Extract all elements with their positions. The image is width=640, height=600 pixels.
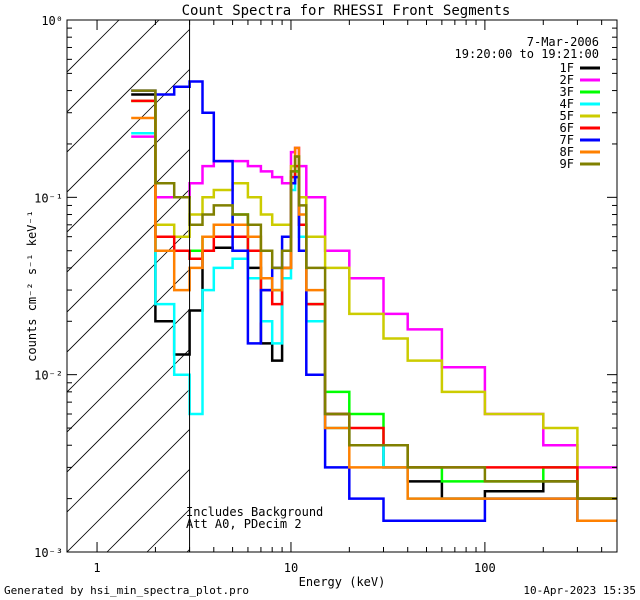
plot-frame (66, 19, 618, 553)
y-axis-label: counts cm⁻² s⁻¹ keV⁻¹ (25, 210, 39, 362)
legend-label-4F: 4F (560, 97, 574, 111)
x-tick-label: 100 (474, 561, 496, 575)
hatch-line (67, 20, 240, 193)
chart-title: Count Spectra for RHESSI Front Segments (182, 3, 511, 19)
legend-label-9F: 9F (560, 157, 574, 171)
y-tick-label: 10⁻² (34, 369, 63, 383)
legend-label-8F: 8F (560, 145, 574, 159)
legend-label-7F: 7F (560, 133, 574, 147)
hatch-line (67, 20, 160, 113)
legend-label-6F: 6F (560, 121, 574, 135)
hatch-mask (189, 20, 617, 552)
series-line-9F (131, 89, 617, 500)
legend-label-5F: 5F (560, 109, 574, 123)
generator-credit: Generated by hsi_min_spectra_plot.pro (4, 584, 250, 597)
attenuator-note: Att A0, PDecim 2 (186, 517, 302, 531)
y-tick-label: 10⁰ (41, 14, 63, 28)
chart-date: 7-Mar-2006 (527, 35, 599, 49)
legend-label-2F: 2F (560, 73, 574, 87)
plot-timestamp: 10-Apr-2023 15:35 (523, 584, 636, 597)
series-group (131, 80, 617, 523)
hatch-line (67, 20, 200, 153)
x-tick-label: 10 (284, 561, 298, 575)
hatch-line (67, 20, 120, 73)
x-tick-label: 1 (93, 561, 100, 575)
axes: 1 10 100 10⁻³ 10⁻² 10⁻¹ 10⁰ (34, 14, 617, 575)
legend-label-3F: 3F (560, 85, 574, 99)
y-tick-label: 10⁻³ (34, 546, 63, 560)
series-line-8F (131, 116, 617, 523)
chart-time-range: 19:20:00 to 19:21:00 (455, 47, 600, 61)
legend-label-1F: 1F (560, 61, 574, 75)
background-note: Includes Background (186, 505, 323, 519)
x-axis-label: Energy (keV) (299, 575, 386, 589)
y-tick-label: 10⁻¹ (34, 191, 63, 205)
